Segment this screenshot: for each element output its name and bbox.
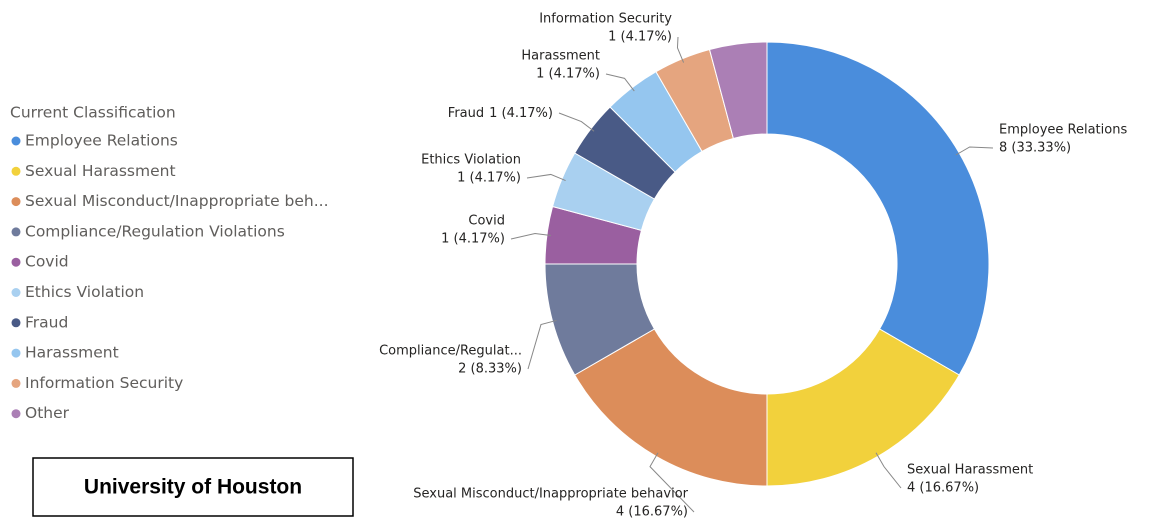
- legend-label: Sexual Harassment: [25, 162, 176, 180]
- value-label: 4 (16.67%): [616, 505, 688, 520]
- slice-name: Sexual Harassment: [907, 463, 1033, 478]
- donut-slice: [708, 41, 768, 140]
- leader-line: [676, 36, 685, 63]
- legend-label: Compliance/Regulation Violations: [25, 222, 285, 240]
- slice-name: Fraud: [448, 106, 484, 121]
- legend-label: Information Security: [25, 374, 183, 392]
- caption-box: [32, 457, 354, 517]
- legend-label: Fraud: [25, 313, 68, 331]
- legend-swatch: [11, 197, 21, 207]
- legend-label: Sexual Misconduct/Inappropriate beh...: [25, 192, 329, 210]
- slice-name: Sexual Misconduct/Inappropriate behavior: [413, 487, 688, 502]
- leader-line: [605, 73, 635, 92]
- slice-name: Employee Relations: [999, 123, 1127, 138]
- legend-swatch: [11, 378, 21, 388]
- leader-line: [558, 112, 595, 132]
- value-label: 1 (4.17%): [608, 30, 672, 45]
- leader-line: [875, 452, 902, 489]
- donut-slice: [766, 41, 990, 376]
- slice-name: Covid: [468, 214, 505, 229]
- value-label: 1 (4.17%): [536, 67, 600, 82]
- value-label: 1 (4.17%): [457, 171, 521, 186]
- legend-swatch: [11, 136, 21, 146]
- legend-swatch: [11, 227, 21, 237]
- legend-label: Employee Relations: [25, 132, 178, 150]
- leader-line: [955, 146, 994, 156]
- legend-swatch: [11, 318, 21, 328]
- leader-line: [526, 173, 566, 182]
- value-label: 1 (4.17%): [441, 232, 505, 247]
- slice-name: Compliance/Regulat...: [379, 344, 522, 359]
- slice-name: Ethics Violation: [421, 153, 521, 168]
- value-label: 1 (4.17%): [489, 106, 553, 121]
- legend-swatch: [11, 409, 21, 419]
- slice-name: Harassment: [521, 49, 600, 64]
- value-label: 2 (8.33%): [458, 362, 522, 377]
- data-label: Fraud 1 (4.17%): [448, 106, 553, 121]
- legend-swatch: [11, 348, 21, 358]
- leader-line: [649, 452, 695, 513]
- legend-swatch: [11, 288, 21, 297]
- slice-name: Information Security: [539, 12, 672, 27]
- caption: University of Houston: [84, 476, 302, 499]
- legend-label: Harassment: [25, 344, 119, 362]
- value-label: 8 (33.33%): [999, 141, 1071, 156]
- legend-label: Other: [25, 404, 70, 422]
- legend-swatch: [11, 166, 21, 176]
- leader-line: [527, 319, 557, 370]
- value-label: 4 (16.67%): [907, 481, 979, 496]
- legend-title: Current Classification: [10, 104, 176, 122]
- legend-swatch: [11, 257, 21, 267]
- legend-label: Ethics Violation: [25, 283, 144, 301]
- legend-label: Covid: [25, 253, 69, 271]
- leader-line: [510, 232, 551, 240]
